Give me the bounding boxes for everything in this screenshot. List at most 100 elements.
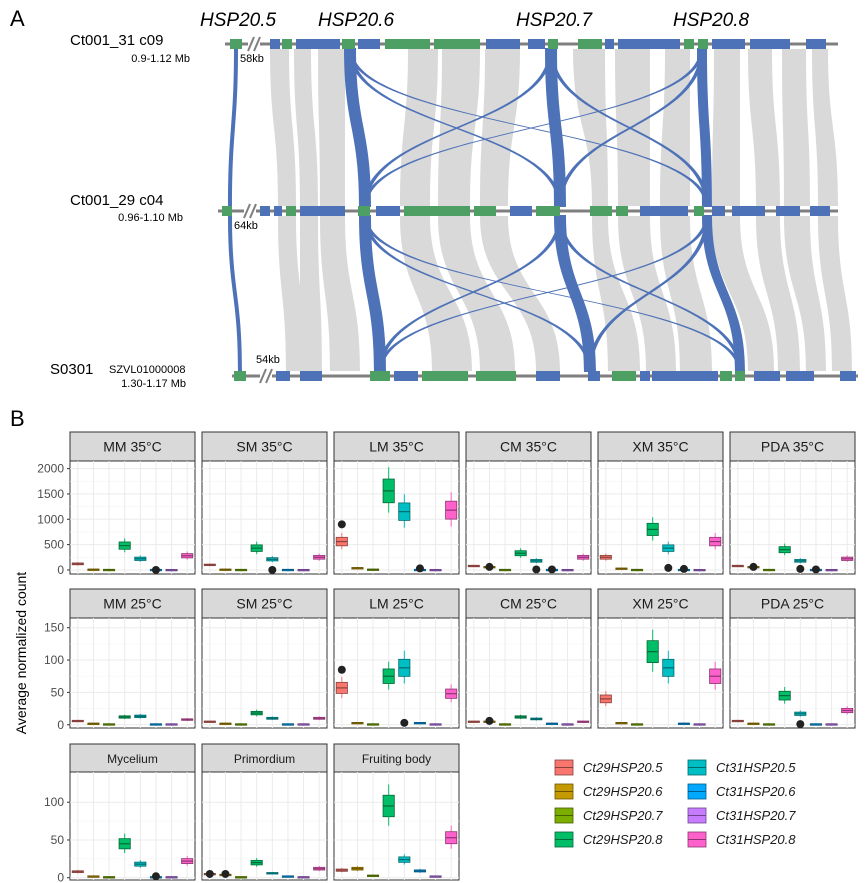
hsp20-link (554, 215, 596, 372)
facet-primordium: Primordium (201, 743, 328, 881)
legend-label: Ct29HSP20.6 (583, 784, 663, 799)
break-mark (249, 203, 257, 219)
facet-plot-area (69, 771, 196, 881)
facet-plot-area (465, 460, 592, 575)
expression-panel: B Average normalized count MM 35°C050010… (10, 406, 856, 883)
legend-label: Ct29HSP20.5 (583, 760, 663, 775)
y-tick-label: 100 (44, 795, 64, 809)
facet-title: LM 25°C (369, 596, 424, 612)
track-3-accession: SZVL01000008 (109, 364, 185, 376)
gene-label-hsp20-8: HSP20.8 (673, 10, 749, 31)
y-tick-label: 2000 (37, 462, 64, 476)
facet-strip (201, 743, 328, 773)
synteny-ribbon-grey (812, 49, 838, 206)
facet-plot-area (597, 460, 724, 575)
legend: Ct29HSP20.5 Ct29HSP20.6 Ct29HSP20.7 Ct29HSP… (554, 759, 796, 848)
facet-plot-area (333, 617, 460, 729)
gene-block-blue (640, 371, 650, 381)
facet-title: Primordium (234, 752, 295, 766)
y-tick-label: 50 (51, 685, 65, 699)
hsp20-5-link (228, 215, 242, 372)
gene-block-green (230, 39, 242, 49)
gene-block-green (404, 206, 470, 216)
outlier-point (749, 562, 758, 571)
gene-label-hsp20-6: HSP20.6 (318, 10, 394, 31)
break-mark (253, 36, 261, 52)
gene-block-green (234, 371, 246, 381)
gene-block-blue (510, 206, 532, 216)
y-tick-label: 100 (44, 653, 64, 667)
outlier-point (664, 563, 673, 572)
y-tick-label: 150 (44, 621, 64, 635)
gene-label-hsp20-5: HSP20.5 (200, 10, 276, 31)
gene-block-blue (274, 206, 282, 216)
gene-block-blue (786, 371, 814, 381)
facet-strip (729, 431, 856, 462)
outlier-point (547, 565, 556, 574)
synteny-ribbon-grey (480, 49, 520, 206)
gene-block-blue (652, 371, 718, 381)
synteny-ribbon-grey (712, 216, 774, 371)
synteny-ribbons (228, 48, 852, 372)
legend-label: Ct31HSP20.7 (716, 808, 796, 823)
hsp20-5-link (228, 48, 238, 207)
gene-block-blue (712, 206, 725, 216)
synteny-ribbon-grey (318, 49, 345, 206)
facet-sm-25-c: SM 25°C (201, 588, 328, 729)
gene-block-blue (486, 39, 520, 49)
legend-label: Ct31HSP20.6 (716, 784, 796, 799)
facet-plot-area (597, 617, 724, 729)
facet-strip (597, 588, 724, 619)
facet-title: Fruiting body (362, 752, 431, 766)
track-1-gap: 58kb (240, 53, 264, 65)
hsp20-link (558, 48, 704, 207)
outlier-point (415, 564, 424, 573)
y-tick-label: 50 (51, 833, 65, 847)
gene-block-green (684, 39, 694, 49)
facet-title: PDA 25°C (761, 596, 824, 612)
hsp20-link (359, 215, 386, 372)
facet-strip (201, 431, 328, 462)
hsp20-link (378, 215, 709, 372)
synteny-ribbon-grey (592, 216, 640, 371)
hsp20-link (348, 48, 562, 207)
facet-strip (333, 431, 460, 462)
gene-block-blue (376, 206, 400, 216)
gene-block-blue (296, 39, 340, 49)
facet-mycelium: Mycelium 0 50 100 (44, 743, 196, 883)
outlier-point (485, 716, 494, 725)
break-mark (243, 203, 251, 219)
outlier-point (337, 665, 346, 674)
facet-title: Mycelium (107, 752, 158, 766)
outlier-point (151, 565, 160, 574)
gene-block-green (342, 39, 355, 49)
facet-title: XM 35°C (632, 439, 688, 455)
gene-block-blue (640, 206, 688, 216)
facet-title: PDA 35°C (761, 439, 824, 455)
gene-block-blue (810, 206, 830, 216)
y-tick-label: 1500 (37, 487, 64, 501)
legend-label: Ct29HSP20.8 (583, 832, 663, 847)
facet-strip (201, 588, 328, 619)
y-tick-label: 500 (44, 538, 64, 552)
facet-title: CM 25°C (500, 596, 557, 612)
break-mark (247, 36, 255, 52)
gene-block-green (385, 39, 430, 49)
outlier-point (811, 565, 820, 574)
hsp20-link (588, 215, 709, 372)
track-3-name: S0301 (50, 361, 93, 378)
synteny-ribbon-grey (660, 49, 690, 206)
track-3-gap: 54kb (256, 354, 280, 366)
gene-block-green (536, 206, 560, 216)
facet-plot-area (69, 460, 196, 575)
synteny-ribbon-grey (748, 49, 780, 206)
hsp20-link (545, 48, 566, 207)
facet-lm-35-c: LM 35°C (333, 431, 460, 575)
hsp20-link (378, 215, 562, 372)
outlier-point (151, 872, 160, 881)
synteny-ribbon-grey (756, 216, 800, 371)
gene-block-green (612, 371, 636, 381)
break-gap (248, 41, 260, 47)
chromosome-tracks (218, 36, 858, 384)
